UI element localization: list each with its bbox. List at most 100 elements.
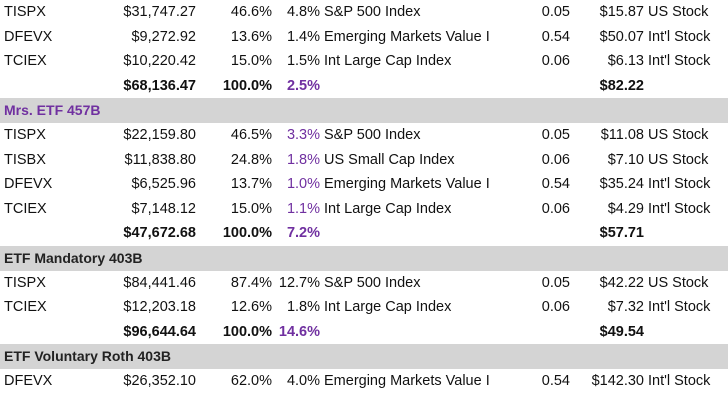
fund-name-cell: Emerging Markets Value I bbox=[324, 176, 490, 193]
holding-row: TISBX $11,838.80 24.8% 1.8% US Small Cap Ind… bbox=[0, 148, 728, 173]
total-dollar-cell: $57.71 bbox=[599, 225, 644, 242]
holding-row: TCIEX $10,220.42 15.0% 1.5% Int Large Cap In… bbox=[0, 49, 728, 74]
fund-name-cell: S&P 500 Index bbox=[324, 4, 421, 20]
dollar-cost-cell: $15.87 bbox=[599, 4, 644, 20]
balance-cell: $22,159.80 bbox=[123, 126, 196, 143]
total-balance-cell: $68,136.47 bbox=[123, 77, 196, 94]
category-cell: US Stock bbox=[648, 126, 709, 143]
category-cell: US Stock bbox=[648, 4, 709, 20]
holding-row: TISPX $84,441.46 87.4% 12.7% S&P 500 Index 0.… bbox=[0, 271, 728, 296]
category-cell: US Stock bbox=[648, 151, 709, 168]
weight-cell: 13.6% bbox=[230, 28, 272, 45]
category-cell: Int'l Stock bbox=[648, 299, 711, 316]
total-dollar-cell: $82.22 bbox=[599, 77, 644, 94]
holding-row: DFEVX $26,352.10 62.0% 4.0% Emerging Markets… bbox=[0, 369, 728, 394]
total-row: $47,672.68 100.0% 7.2% $57.71 bbox=[0, 221, 728, 246]
ticker-cell: DFEVX bbox=[4, 28, 53, 45]
fund-name-cell: Emerging Markets Value I bbox=[324, 372, 490, 389]
category-cell: Int'l Stock bbox=[648, 28, 711, 45]
section-header: ETF Mandatory 403B bbox=[0, 245, 728, 271]
balance-cell: $84,441.46 bbox=[123, 274, 196, 291]
rate-cell: 3.3% bbox=[286, 126, 320, 143]
rate-cell: 1.8% bbox=[286, 299, 320, 316]
total-weight-cell: 100.0% bbox=[222, 225, 272, 242]
holding-row: DFEVX $6,525.96 13.7% 1.0% Emerging Markets … bbox=[0, 172, 728, 197]
total-dollar-cell: $49.54 bbox=[599, 323, 644, 340]
total-balance-cell: $47,672.68 bbox=[123, 225, 196, 242]
ticker-cell: TISPX bbox=[4, 126, 46, 143]
balance-cell: $11,838.80 bbox=[124, 151, 197, 168]
balance-cell: $12,203.18 bbox=[123, 299, 196, 316]
rate-cell: 4.0% bbox=[286, 372, 320, 389]
expense-cell: 0.54 bbox=[541, 372, 570, 389]
balance-cell: $6,525.96 bbox=[131, 176, 196, 193]
ticker-cell: DFEVX bbox=[4, 372, 53, 389]
holding-row: TCIEX $7,148.12 15.0% 1.1% Int Large Cap Ind… bbox=[0, 197, 728, 222]
ticker-cell: TISBX bbox=[4, 151, 46, 168]
dollar-cost-cell: $50.07 bbox=[599, 28, 644, 45]
section-title: ETF Mandatory 403B bbox=[4, 249, 143, 266]
weight-cell: 87.4% bbox=[230, 274, 272, 291]
weight-cell: 13.7% bbox=[230, 176, 272, 193]
fund-name-cell: S&P 500 Index bbox=[324, 274, 421, 291]
total-rate-cell: 2.5% bbox=[286, 77, 320, 94]
section-header: Mrs. ETF 457B bbox=[0, 98, 728, 123]
fund-name-cell: Int Large Cap Index bbox=[324, 299, 452, 316]
total-row: $68,136.47 100.0% 2.5% $82.22 bbox=[0, 74, 728, 99]
category-cell: Int'l Stock bbox=[648, 53, 711, 70]
balance-cell: $7,148.12 bbox=[131, 200, 196, 217]
weight-cell: 62.0% bbox=[230, 372, 272, 389]
total-rate-cell: 7.2% bbox=[286, 225, 320, 242]
total-row: $96,644.64 100.0% 14.6% $49.54 bbox=[0, 320, 728, 345]
total-rate-cell: 14.6% bbox=[278, 323, 320, 340]
balance-cell: $31,747.27 bbox=[123, 4, 196, 20]
holding-row: DFEVX $9,272.92 13.6% 1.4% Emerging Markets … bbox=[0, 25, 728, 50]
rate-cell: 4.8% bbox=[286, 4, 320, 20]
ticker-cell: DFEVX bbox=[4, 176, 53, 193]
rate-cell: 12.7% bbox=[278, 274, 320, 291]
total-weight-cell: 100.0% bbox=[222, 323, 272, 340]
category-cell: Int'l Stock bbox=[648, 372, 711, 389]
section-title: Mrs. ETF 457B bbox=[4, 102, 101, 119]
category-cell: Int'l Stock bbox=[648, 176, 711, 193]
expense-cell: 0.05 bbox=[541, 4, 570, 20]
expense-cell: 0.06 bbox=[541, 53, 570, 70]
dollar-cost-cell: $7.32 bbox=[607, 299, 644, 316]
balance-cell: $10,220.42 bbox=[123, 53, 196, 70]
fund-name-cell: Emerging Markets Value I bbox=[324, 28, 490, 45]
total-balance-cell: $96,644.64 bbox=[123, 323, 196, 340]
weight-cell: 15.0% bbox=[230, 53, 272, 70]
weight-cell: 24.8% bbox=[230, 151, 272, 168]
fund-name-cell: US Small Cap Index bbox=[324, 151, 455, 168]
holding-row: TISPX $31,747.27 46.6% 4.8% S&P 500 Index 0.0… bbox=[0, 0, 728, 25]
rate-cell: 1.5% bbox=[286, 53, 320, 70]
weight-cell: 12.6% bbox=[230, 299, 272, 316]
ticker-cell: TCIEX bbox=[4, 299, 47, 316]
balance-cell: $26,352.10 bbox=[123, 372, 196, 389]
section-title: ETF Voluntary Roth 403B bbox=[4, 348, 171, 365]
dollar-cost-cell: $4.29 bbox=[607, 200, 644, 217]
expense-cell: 0.06 bbox=[541, 151, 570, 168]
category-cell: Int'l Stock bbox=[648, 200, 711, 217]
rate-cell: 1.1% bbox=[286, 200, 320, 217]
dollar-cost-cell: $35.24 bbox=[599, 176, 644, 193]
holding-row: TISPX $22,159.80 46.5% 3.3% S&P 500 Index 0.0… bbox=[0, 123, 728, 148]
dollar-cost-cell: $7.10 bbox=[607, 151, 644, 168]
expense-cell: 0.54 bbox=[541, 176, 570, 193]
fund-name-cell: Int Large Cap Index bbox=[324, 200, 452, 217]
expense-cell: 0.54 bbox=[541, 28, 570, 45]
balance-cell: $9,272.92 bbox=[131, 28, 196, 45]
rate-cell: 1.0% bbox=[286, 176, 320, 193]
dollar-cost-cell: $142.30 bbox=[591, 372, 644, 389]
fund-name-cell: S&P 500 Index bbox=[324, 126, 421, 143]
expense-cell: 0.05 bbox=[541, 274, 570, 291]
section-header: ETF Voluntary Roth 403B bbox=[0, 344, 728, 369]
weight-cell: 46.6% bbox=[230, 4, 272, 20]
category-cell: US Stock bbox=[648, 274, 709, 291]
expense-cell: 0.06 bbox=[541, 200, 570, 217]
holding-row: TCIEX $12,203.18 12.6% 1.8% Int Large Cap In… bbox=[0, 295, 728, 320]
expense-cell: 0.05 bbox=[541, 126, 570, 143]
ticker-cell: TISPX bbox=[4, 274, 46, 291]
rate-cell: 1.4% bbox=[286, 28, 320, 45]
